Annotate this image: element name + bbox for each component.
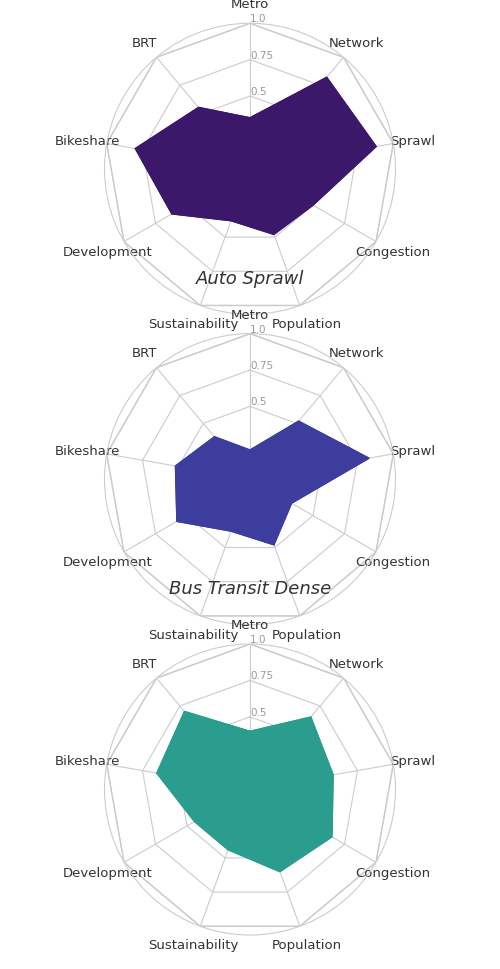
Polygon shape — [157, 712, 333, 872]
Title: Bus Transit Dense: Bus Transit Dense — [169, 579, 331, 598]
Polygon shape — [136, 78, 376, 235]
Title: Auto Sprawl: Auto Sprawl — [196, 269, 304, 288]
Polygon shape — [176, 422, 369, 546]
